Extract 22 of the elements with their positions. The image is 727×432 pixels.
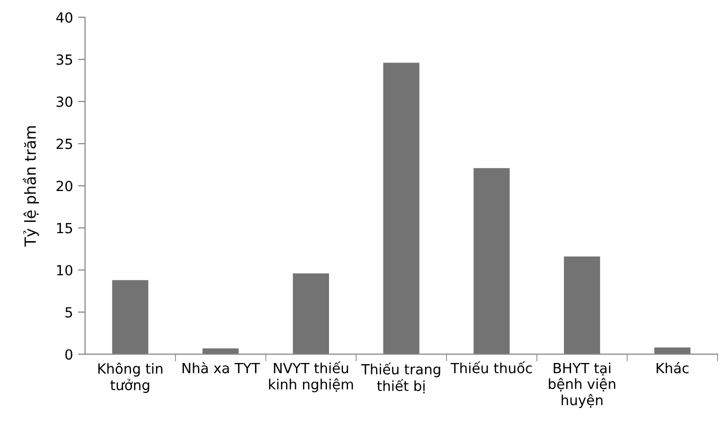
x-tick-label: Không tin tưởng (98, 362, 162, 393)
bar (383, 62, 420, 354)
bar (474, 168, 510, 354)
x-tick-label: BHYT tại bệnh viện huyện (548, 362, 616, 408)
x-tick-label: NVYT thiếu kinh nghiệm (269, 361, 353, 392)
y-tick-label: 35 (56, 54, 72, 65)
y-tick-label: 5 (65, 307, 72, 318)
x-tick-label: Thiếu thuốc (450, 361, 532, 374)
bar (292, 273, 330, 354)
bar (112, 280, 148, 354)
x-tick-label: Nhà xa TYT (182, 362, 260, 374)
y-tick-label: 40 (56, 12, 72, 23)
bar (564, 256, 600, 354)
x-tick-label: Khác (656, 362, 689, 374)
y-tick-label: 15 (57, 223, 72, 234)
y-tick-label: 20 (56, 180, 72, 192)
y-tick-label: 10 (57, 264, 72, 276)
y-tick-label: 0 (65, 349, 72, 360)
y-axis-title: Tỷ lệ phần trăm (22, 126, 39, 247)
y-tick-label: 25 (56, 138, 72, 150)
x-tick-label: Thiếu trang thiết bị (361, 362, 440, 394)
y-tick-label: 30 (56, 96, 72, 107)
